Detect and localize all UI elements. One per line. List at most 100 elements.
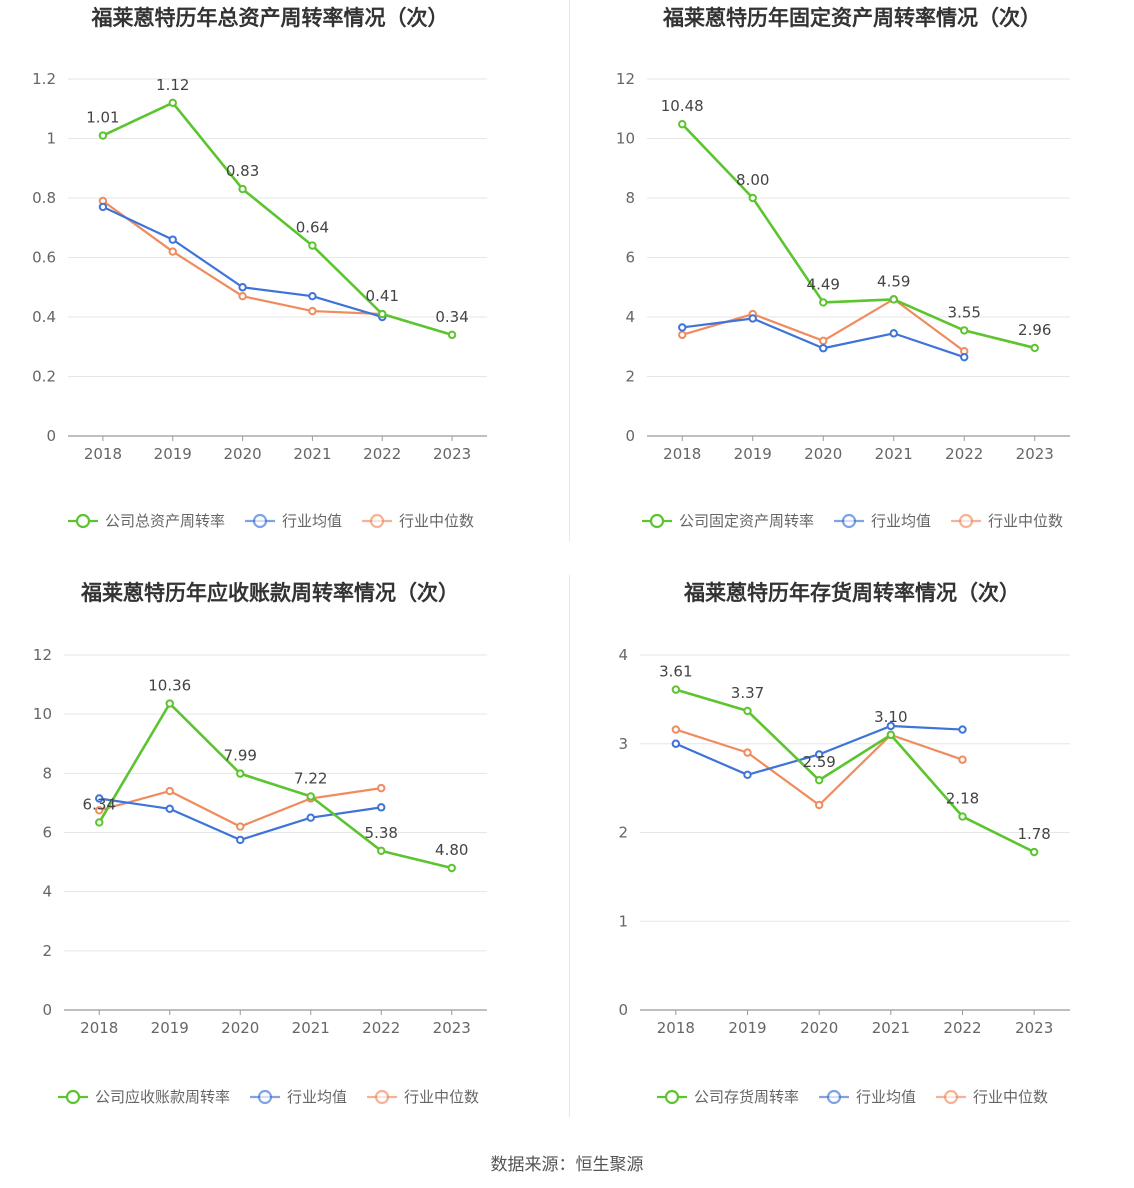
data-label: 7.99 [224, 747, 257, 765]
legend-label: 公司应收账款周转率 [95, 1088, 230, 1106]
series-line-company [102, 101, 453, 337]
data-point-median [308, 306, 317, 316]
data-point-median [819, 336, 828, 345]
y-tick-label: 4 [618, 646, 628, 664]
chart-fixed-assets-turnover: 福莱蒽特历年固定资产周转率情况（次） 0 2 4 6 8 10 12 2018 2019 2020 2… [616, 6, 1070, 530]
data-point-company [98, 131, 108, 140]
data-label: 6.34 [83, 795, 116, 813]
x-tick-label: 2018 [657, 1019, 695, 1037]
data-point-average [165, 804, 174, 814]
legend-item-average[interactable]: 行业均值 [834, 512, 931, 530]
y-tick-label: 0 [46, 427, 56, 445]
legend-item-median[interactable]: 行业中位数 [367, 1088, 479, 1106]
data-label: 2.59 [802, 753, 835, 771]
x-tick-label: 2022 [943, 1019, 981, 1037]
data-point-median [958, 755, 967, 764]
legend-item-average[interactable]: 行业均值 [250, 1088, 347, 1106]
chart-title: 福莱蒽特历年应收账款周转率情况（次） [80, 581, 459, 605]
chart-title: 福莱蒽特历年总资产周转率情况（次） [91, 6, 449, 30]
legend-item-company[interactable]: 公司应收账款周转率 [58, 1088, 230, 1106]
series-line-company [98, 702, 453, 870]
x-tick-label: 2023 [1015, 1019, 1053, 1037]
data-label: 1.78 [1017, 825, 1050, 843]
y-tick-label: 8 [625, 189, 635, 207]
data-source-footer: 数据来源：恒生聚源 [490, 1155, 644, 1175]
data-point-company [814, 775, 824, 785]
data-point-company [960, 326, 969, 335]
x-tick-label: 2020 [800, 1019, 838, 1037]
data-point-company [678, 120, 687, 129]
legend-item-median[interactable]: 行业中位数 [951, 512, 1063, 530]
x-tick-label: 2021 [293, 445, 331, 463]
x-tick-label: 2018 [663, 445, 701, 463]
data-point-median [814, 800, 824, 810]
legend-label: 行业均值 [856, 1088, 916, 1106]
y-tick-label: 6 [42, 824, 52, 842]
data-point-median [95, 806, 104, 815]
data-label: 3.37 [731, 684, 764, 702]
data-point-average [958, 725, 967, 734]
legend-label: 行业中位数 [973, 1088, 1048, 1106]
data-point-company [671, 685, 681, 694]
data-label: 1.01 [86, 109, 119, 127]
data-point-company [889, 295, 898, 304]
legend-item-average[interactable]: 行业均值 [245, 512, 342, 530]
data-point-average [819, 344, 828, 353]
legend-item-company[interactable]: 公司总资产周转率 [68, 512, 225, 530]
legend-label: 行业中位数 [399, 512, 474, 530]
y-tick-label: 4 [625, 308, 635, 326]
y-tick-label: 3 [618, 735, 628, 753]
data-point-company [238, 184, 247, 194]
data-point-average [238, 283, 247, 292]
x-tick-label: 2018 [80, 1019, 118, 1037]
legend-item-median[interactable]: 行业中位数 [362, 512, 474, 530]
data-label: 2.96 [1018, 321, 1051, 339]
data-label: 0.64 [296, 219, 329, 237]
data-point-average [671, 739, 681, 748]
data-point-company [748, 193, 757, 203]
data-point-company [447, 330, 457, 340]
data-point-median [168, 247, 177, 256]
data-label: 5.38 [365, 824, 398, 842]
chart-total-assets-turnover: 福莱蒽特历年总资产周转率情况（次） 0 0.2 0.4 0.6 0.8 1 1.2 2018 20… [32, 6, 487, 530]
legend-marker [75, 513, 91, 529]
data-label: 10.36 [148, 677, 191, 695]
chart-panel-receivables: 福莱蒽特历年应收账款周转率情况（次） 0 2 4 6 8 10 12 2018 2019 2020 2… [0, 575, 567, 1150]
legend-label: 行业均值 [282, 512, 342, 530]
legend-item-company[interactable]: 公司固定资产周转率 [642, 512, 814, 530]
data-point-company [377, 846, 386, 856]
x-tick-label: 2019 [728, 1019, 766, 1037]
data-label: 0.83 [226, 162, 259, 180]
legend-item-median[interactable]: 行业中位数 [936, 1088, 1048, 1106]
y-tick-label: 0 [625, 427, 635, 445]
data-point-median [238, 291, 247, 301]
data-point-average [678, 323, 687, 332]
y-tick-label: 0.8 [32, 189, 56, 207]
y-tick-label: 0 [42, 1001, 52, 1019]
data-point-company [1029, 847, 1039, 857]
x-tick-label: 2020 [804, 445, 842, 463]
x-tick-label: 2022 [945, 445, 983, 463]
y-tick-label: 4 [42, 883, 52, 901]
data-point-average [377, 803, 386, 812]
data-label: 3.61 [659, 663, 692, 681]
legend-item-company[interactable]: 公司存货周转率 [657, 1088, 799, 1106]
data-point-company [958, 812, 967, 821]
legend-label: 行业中位数 [988, 512, 1063, 530]
data-label: 2.18 [946, 790, 979, 808]
x-tick-label: 2020 [221, 1019, 259, 1037]
y-tick-label: 0 [618, 1001, 628, 1019]
x-tick-label: 2020 [223, 445, 261, 463]
chart-title: 福莱蒽特历年固定资产周转率情况（次） [662, 6, 1041, 30]
data-point-average [168, 235, 177, 244]
x-tick-label: 2023 [433, 1019, 471, 1037]
x-tick-label: 2019 [151, 1019, 189, 1037]
legend-marker [664, 1089, 680, 1105]
data-point-median [671, 725, 681, 734]
y-tick-label: 10 [33, 705, 52, 723]
data-label: 8.00 [736, 171, 769, 189]
x-tick-label: 2023 [1016, 445, 1054, 463]
legend-item-average[interactable]: 行业均值 [819, 1088, 916, 1106]
data-point-company [306, 792, 315, 801]
data-point-average [98, 202, 108, 212]
